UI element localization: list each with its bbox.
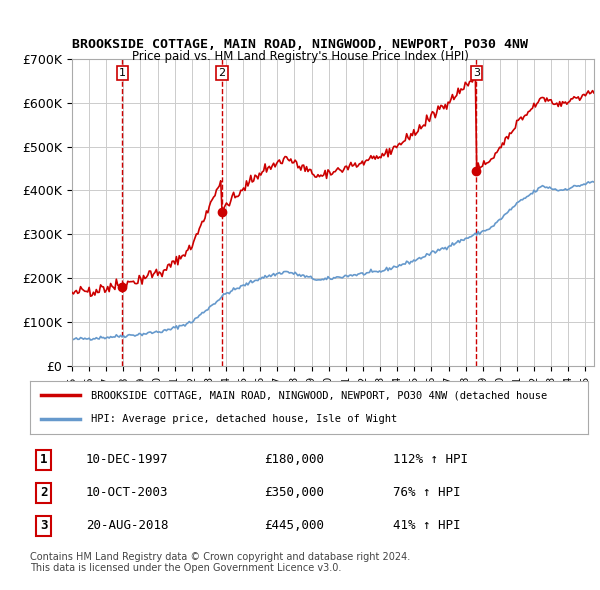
Text: 20-AUG-2018: 20-AUG-2018 <box>86 519 168 532</box>
Text: 3: 3 <box>40 519 48 532</box>
Text: 2: 2 <box>218 68 226 78</box>
Text: 41% ↑ HPI: 41% ↑ HPI <box>392 519 460 532</box>
Text: BROOKSIDE COTTAGE, MAIN ROAD, NINGWOOD, NEWPORT, PO30 4NW (detached house: BROOKSIDE COTTAGE, MAIN ROAD, NINGWOOD, … <box>91 391 548 401</box>
Text: Price paid vs. HM Land Registry's House Price Index (HPI): Price paid vs. HM Land Registry's House … <box>131 50 469 63</box>
Text: HPI: Average price, detached house, Isle of Wight: HPI: Average price, detached house, Isle… <box>91 414 398 424</box>
Text: 10-DEC-1997: 10-DEC-1997 <box>86 454 168 467</box>
Text: 112% ↑ HPI: 112% ↑ HPI <box>392 454 468 467</box>
Text: £180,000: £180,000 <box>265 454 325 467</box>
Text: 76% ↑ HPI: 76% ↑ HPI <box>392 486 460 499</box>
Text: 2: 2 <box>40 486 48 499</box>
Text: £445,000: £445,000 <box>265 519 325 532</box>
Text: Contains HM Land Registry data © Crown copyright and database right 2024.: Contains HM Land Registry data © Crown c… <box>30 552 410 562</box>
Text: £350,000: £350,000 <box>265 486 325 499</box>
Text: BROOKSIDE COTTAGE, MAIN ROAD, NINGWOOD, NEWPORT, PO30 4NW: BROOKSIDE COTTAGE, MAIN ROAD, NINGWOOD, … <box>72 38 528 51</box>
Text: 3: 3 <box>473 68 480 78</box>
Text: 10-OCT-2003: 10-OCT-2003 <box>86 486 168 499</box>
Text: 1: 1 <box>119 68 126 78</box>
Text: This data is licensed under the Open Government Licence v3.0.: This data is licensed under the Open Gov… <box>30 563 341 573</box>
Text: 1: 1 <box>40 454 48 467</box>
